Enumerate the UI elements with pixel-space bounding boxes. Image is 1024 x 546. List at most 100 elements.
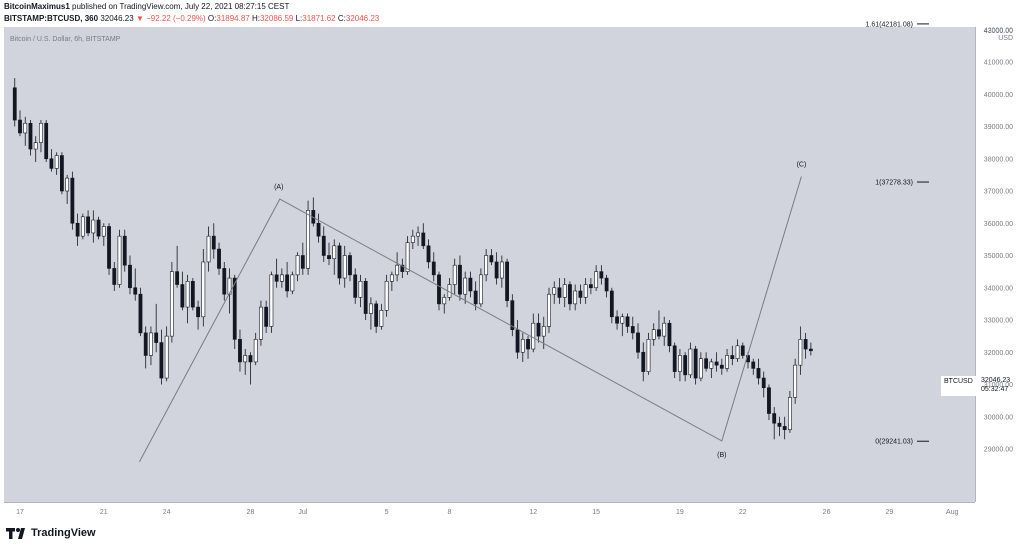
candle-down [588,284,593,289]
y-axis-unit: USD [998,35,1013,42]
candle-up [531,322,536,350]
candle-up [65,177,70,192]
candle-down [107,226,111,269]
wave-label: (C) [797,161,807,168]
candle-up [463,277,468,295]
chart-plot-area[interactable] [4,27,975,502]
candle-up [594,271,599,289]
candle-up [201,261,206,318]
candle-down [248,355,253,363]
y-tick-label-top: 43000.00 [984,28,1013,35]
y-tick-label: 41000.00 [984,60,1013,67]
candle-up [583,284,588,298]
candle-down [18,119,22,134]
fib-level-label: 0(29241.03) [875,439,913,446]
candle-up [662,322,667,337]
y-tick-label: 30000.00 [984,414,1013,421]
candle-down [772,413,777,424]
candle-down [536,322,541,337]
footer: TradingView [0,520,1024,546]
candle-down [96,219,101,237]
candle-up [23,122,28,134]
candle-down [44,122,49,160]
publish-info: BitcoinMaximus1 published on TradingView… [4,2,289,11]
candle-down [505,261,509,301]
candle-down [515,329,520,353]
candle-up [243,355,248,363]
tradingview-logo-icon [6,527,25,539]
candle-down [264,306,269,327]
tradingview-logo-text: TradingView [31,527,96,539]
candle-down [599,271,604,279]
x-tick-label: 5 [385,509,389,516]
candle-down [641,351,646,372]
publish-text: published on TradingView.com, July 22, 2… [72,2,290,11]
tradingview-logo[interactable]: TradingView [6,527,96,539]
candle-down [636,332,640,353]
open-label: O: [207,14,217,23]
candle-up [552,287,557,295]
candle-up [541,326,546,337]
candle-down [138,293,143,334]
candle-down [128,264,132,289]
y-tick-label: 32000.00 [984,350,1013,357]
time-scale[interactable] [4,502,975,521]
candle-down [133,287,138,295]
candle-up [620,316,625,324]
candle-up [384,280,389,311]
candle-up [290,274,295,292]
candle-down [615,316,619,324]
candle-down [159,342,164,379]
x-tick-label: Jul [298,509,307,516]
last-price-symbol: BTCUSD [944,378,973,385]
candle-down [557,287,562,298]
candle-up [725,355,729,369]
last-price-value: 32046.23 [981,377,1011,384]
ohlc-line: BITSTAMP:BTCUSD, 360 32046.23 ▼ −92.22 (… [4,14,379,23]
wave-label: (B) [717,452,726,459]
x-tick-label: 24 [163,509,171,516]
x-tick-label: 12 [529,509,537,516]
y-tick-label: 35000.00 [984,253,1013,260]
candle-up [54,155,59,169]
y-tick-label: 29000.00 [984,447,1013,454]
chart-title: Bitcoin / U.S. Dollar, 6h, BITSTAMP [10,36,121,43]
x-tick-label: 29 [886,509,894,516]
candle-down [421,232,426,247]
candle-down [75,222,80,237]
candle-down [704,358,709,369]
candle-up [573,290,578,305]
y-tick-label: 34000.00 [984,285,1013,292]
candle-down [468,277,473,292]
candle-down [777,422,782,427]
candle-down [348,255,352,276]
candle-down [604,277,609,292]
candle-down [300,255,305,269]
candle-up [651,329,656,340]
fib-level-label: 1.61(42181.08) [866,21,913,28]
candle-down [756,368,761,379]
candle-down [232,277,237,340]
candle-up [709,361,714,369]
candle-up [33,142,38,150]
candle-down [730,355,735,360]
candle-down [431,261,436,276]
high-value: 32086.59 [259,14,294,23]
author-name[interactable]: BitcoinMaximus1 [4,2,70,11]
candle-down [683,355,688,376]
candle-down [740,345,745,356]
candle-up [562,284,567,298]
candle-up [306,210,310,269]
price-scale[interactable] [975,27,1024,502]
candle-down [578,290,583,298]
y-tick-label: 37000.00 [984,189,1013,196]
y-tick-label: 36000.00 [984,221,1013,228]
candle-down [217,248,221,269]
close-value: 32046.23 [345,14,380,23]
candle-down [12,87,17,121]
low-label: L: [295,14,303,23]
candle-down [714,361,719,366]
candle-down [808,348,813,352]
candle-up [688,348,693,376]
candle-down [667,322,672,347]
